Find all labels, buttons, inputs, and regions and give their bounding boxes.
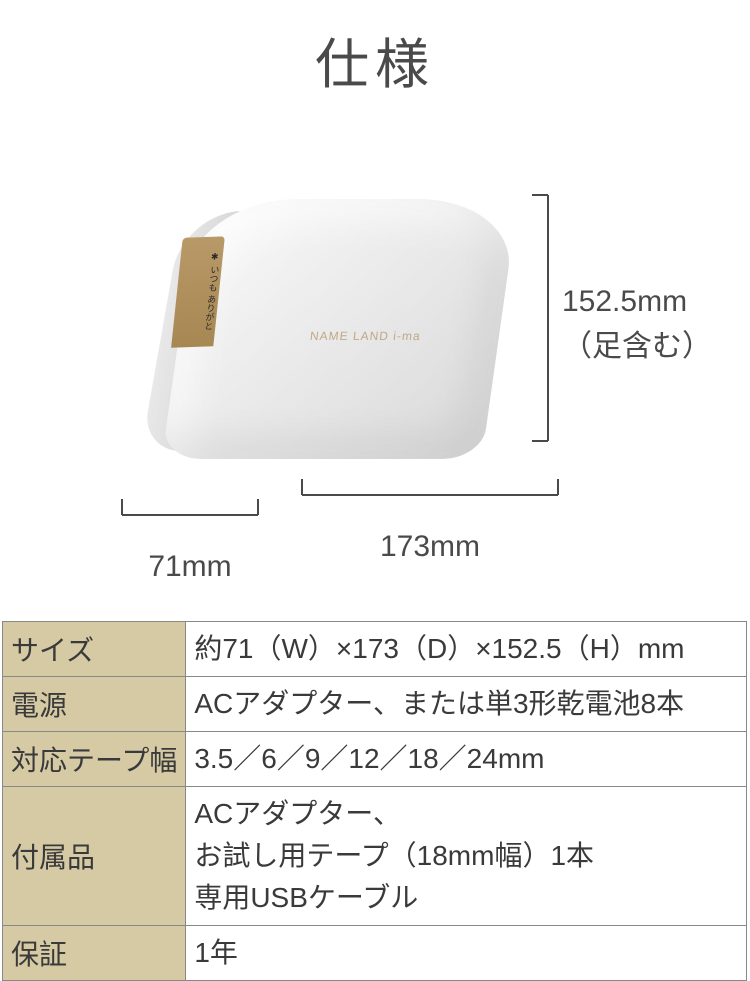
spec-label: 対応テープ幅	[3, 732, 186, 787]
table-row: サイズ約71（W）×173（D）×152.5（H）mm	[3, 622, 747, 677]
spec-value: 1年	[186, 926, 747, 981]
spec-label: 保証	[3, 926, 186, 981]
dimension-height: 152.5mm （足含む）	[560, 199, 712, 369]
spec-table: サイズ約71（W）×173（D）×152.5（H）mm電源ACアダプター、または…	[2, 621, 747, 981]
dimension-depth-value: 173mm	[300, 530, 560, 564]
device-brand-label: NAME LAND i-ma	[309, 329, 421, 343]
spec-value: ACアダプター、または単3形乾電池8本	[186, 677, 747, 732]
spec-value: 3.5／6／9／12／18／24mm	[186, 732, 747, 787]
height-bracket-icon	[532, 193, 552, 443]
spec-value: ACアダプター、お試し用テープ（18mm幅）1本専用USBケーブル	[186, 787, 747, 926]
spec-label: サイズ	[3, 622, 186, 677]
dimension-depth: 173mm	[300, 479, 560, 564]
spec-label: 電源	[3, 677, 186, 732]
page-title: 仕様	[0, 0, 750, 99]
table-row: 付属品ACアダプター、お試し用テープ（18mm幅）1本専用USBケーブル	[3, 787, 747, 926]
spec-value: 約71（W）×173（D）×152.5（H）mm	[186, 622, 747, 677]
dimension-width: 71mm	[120, 499, 260, 584]
table-row: 電源ACアダプター、または単3形乾電池8本	[3, 677, 747, 732]
dimension-width-value: 71mm	[120, 550, 260, 584]
dimension-height-value: 152.5mm	[562, 285, 687, 318]
table-row: 保証1年	[3, 926, 747, 981]
spec-label: 付属品	[3, 787, 186, 926]
product-diagram: ✱ いつも ありがと NAME LAND i-ma 152.5mm （足含む） …	[0, 99, 750, 619]
width-bracket-icon	[120, 499, 260, 549]
table-row: 対応テープ幅3.5／6／9／12／18／24mm	[3, 732, 747, 787]
device-illustration: ✱ いつも ありがと NAME LAND i-ma	[160, 189, 520, 489]
depth-bracket-icon	[300, 479, 560, 529]
dimension-height-note: （足含む）	[562, 330, 712, 363]
